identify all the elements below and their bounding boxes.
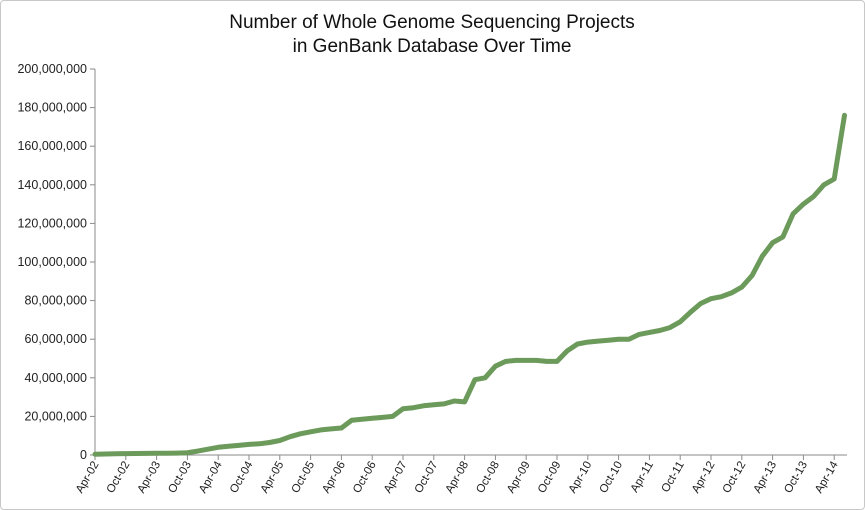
x-tick-label: Oct-04: [228, 459, 256, 495]
series-layer: [92, 112, 847, 457]
chart-title-line-1: Number of Whole Genome Sequencing Projec…: [229, 12, 635, 33]
x-tick-label: Oct-02: [105, 460, 133, 496]
x-tick-label: Oct-05: [290, 460, 318, 496]
y-tick-label: 0: [80, 448, 87, 462]
x-tick-label: Apr-09: [505, 460, 533, 496]
x-tick-label: Oct-07: [413, 460, 441, 496]
x-tick-label: Apr-08: [444, 460, 472, 496]
x-tick-label: Apr-05: [259, 460, 287, 496]
y-tick-label: 160,000,000: [17, 139, 87, 153]
axes: 0 20,000,000 40,000,000 60,000,000 80,000,00…: [17, 62, 847, 495]
y-tick-label: 20,000,000: [24, 409, 87, 423]
y-tick-label: 80,000,000: [24, 294, 87, 308]
x-tick-label: Oct-10: [598, 460, 626, 496]
y-tick-label: 200,000,000: [17, 62, 87, 76]
y-tick-label: 100,000,000: [17, 255, 87, 269]
x-tick-label: Oct-06: [351, 460, 379, 496]
x-tick-label: Apr-02: [74, 460, 102, 496]
x-tick-label: Oct-09: [536, 460, 564, 496]
x-tick-label: Apr-12: [690, 460, 718, 496]
x-tick-label: Apr-06: [320, 460, 348, 496]
x-tick-label: Apr-10: [567, 460, 595, 496]
y-tick-label: 180,000,000: [17, 101, 87, 115]
x-tick-label: Apr-07: [382, 460, 410, 496]
series-line: [92, 112, 847, 457]
x-tick-label: Apr-11: [629, 460, 656, 495]
y-tick-label: 140,000,000: [17, 178, 87, 192]
x-tick-label: Oct-03: [166, 460, 194, 496]
x-tick-label: Oct-12: [721, 460, 749, 496]
x-tick-label: Apr-14: [813, 459, 841, 495]
y-tick-label: 60,000,000: [24, 332, 87, 346]
y-tick-label: 120,000,000: [17, 216, 87, 230]
x-tick-label: Oct-13: [782, 460, 810, 496]
chart-title-line-2: in GenBank Database Over Time: [293, 36, 572, 57]
x-tick-label: Oct-08: [474, 460, 502, 496]
x-tick-label: Oct-11: [660, 460, 687, 495]
x-tick-label: Apr-13: [752, 460, 780, 496]
x-tick-label: Apr-04: [197, 459, 225, 495]
x-tick-label: Apr-03: [136, 460, 164, 496]
y-tick-label: 40,000,000: [24, 371, 87, 385]
